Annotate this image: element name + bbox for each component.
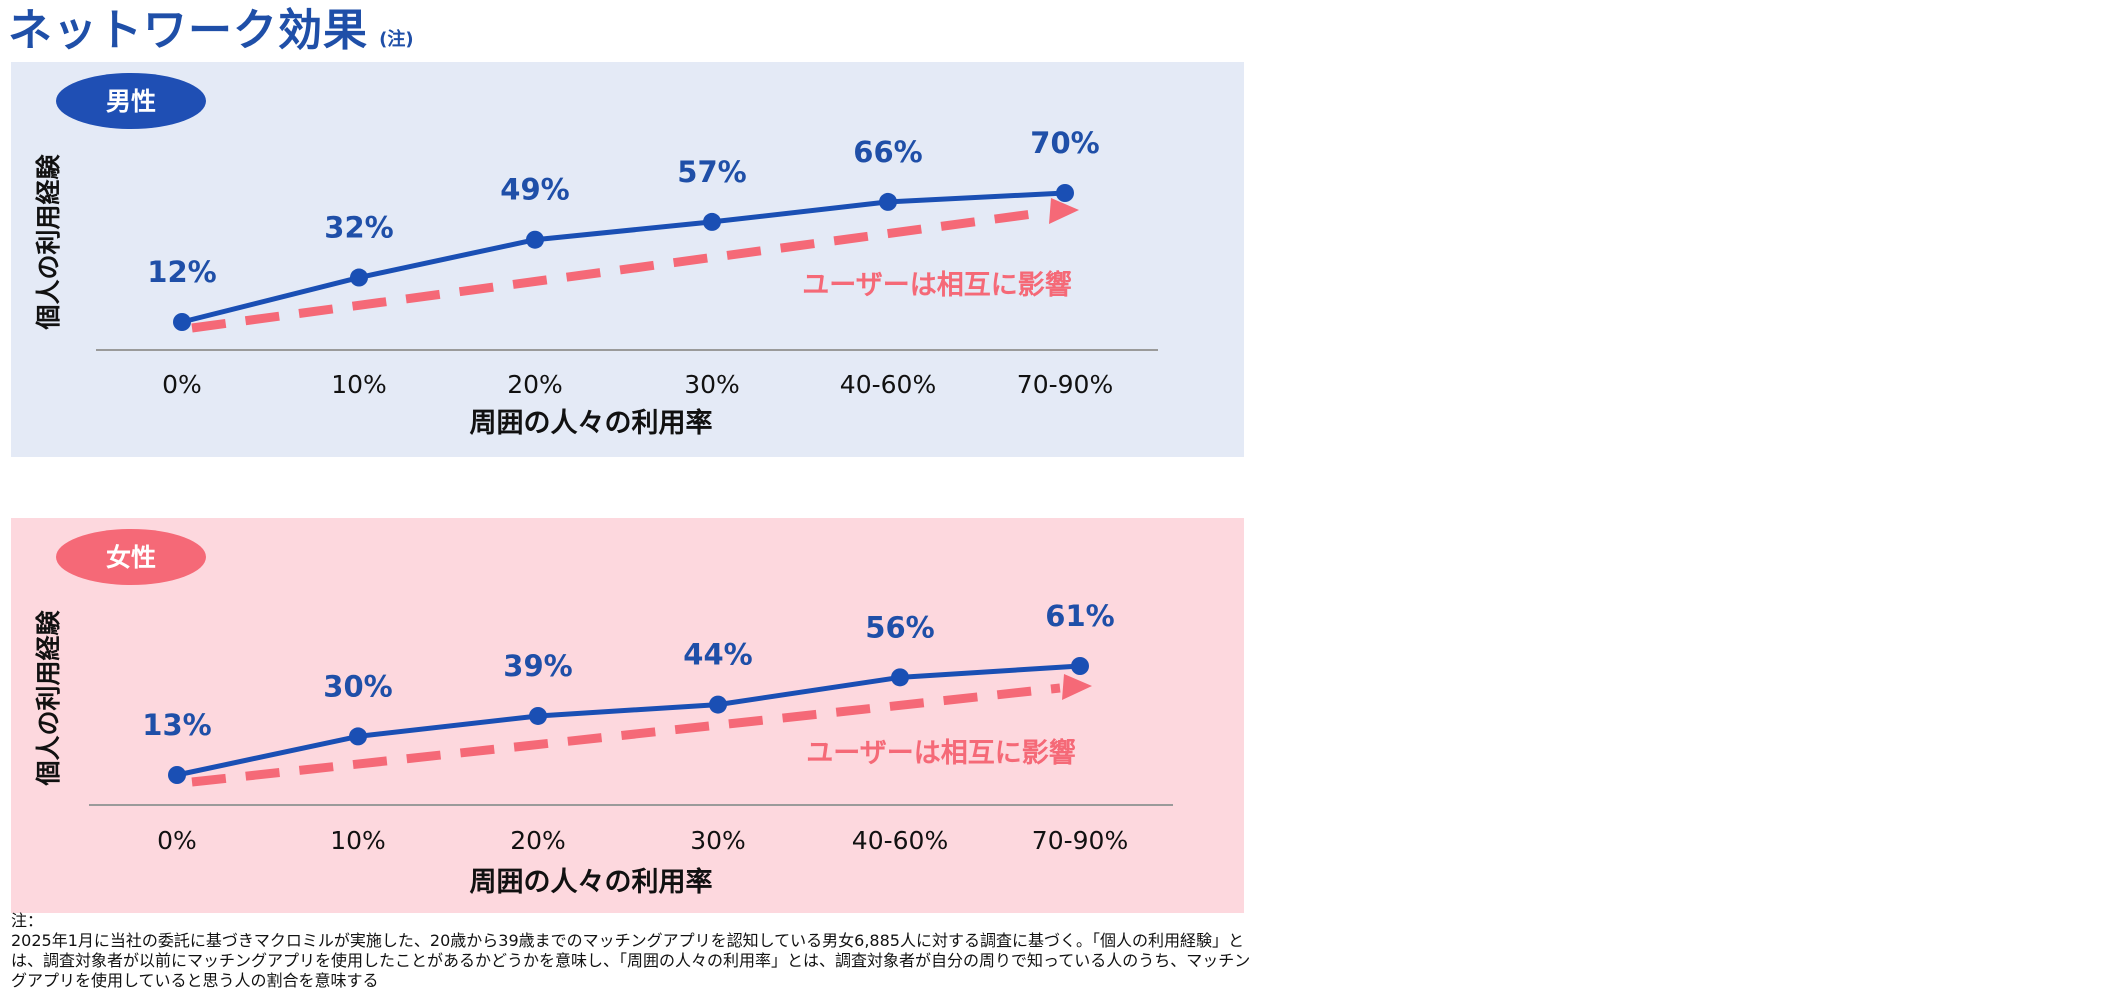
chart-male-point-2 (526, 230, 544, 249)
chart-female-annotation: ユーザーは相互に影響 (806, 737, 1075, 769)
page-title: ネットワーク効果 (8, 5, 368, 56)
chart-male-x-tick-2: 20% (507, 370, 563, 399)
chart-female-data-label-4: 56% (865, 610, 934, 644)
chart-male-data-label-3: 57% (677, 155, 746, 189)
title-note-marker: (注) (379, 29, 414, 50)
chart-male-y-axis-label: 個人の利用経験 (34, 154, 63, 331)
chart-male-background (11, 62, 1244, 457)
chart-male-data-label-4: 66% (853, 135, 922, 169)
male-line-chart: 男性個人の利用経験ユーザーは相互に影響 12% 0% 32% 10% 49% 20% 57% 3… (11, 62, 1244, 457)
chart-female-point-3 (709, 695, 727, 714)
female-line-chart: 女性個人の利用経験ユーザーは相互に影響 13% 0% 30% 10% 39% 20% 44% 3… (11, 518, 1244, 913)
chart-female-x-tick-4: 40-60% (852, 826, 948, 855)
chart-female-y-axis-label: 個人の利用経験 (34, 610, 63, 787)
footnote-text: 2025年1月に当社の委託に基づきマクロミルが実施した、20歳から39歳までのマ… (11, 931, 1251, 990)
chart-female-point-4 (891, 668, 909, 687)
chart-female-background (11, 518, 1244, 913)
chart-female-x-tick-1: 10% (330, 826, 386, 855)
chart-male-point-4 (879, 192, 897, 211)
chart-male-x-tick-4: 40-60% (840, 370, 936, 399)
chart-male-series-line (181, 190, 1066, 325)
chart-female-x-axis-label: 周囲の人々の利用率 (470, 866, 713, 898)
chart-male-x-tick-1: 10% (331, 370, 387, 399)
chart-male-x-tick-3: 30% (684, 370, 740, 399)
chart-female-x-tick-0: 0% (157, 826, 197, 855)
chart-female-data-label-3: 44% (683, 638, 752, 672)
chart-male-trend-arrow-shaft (191, 207, 1048, 333)
chart-female-point-2 (529, 706, 547, 725)
chart-female-data-label-5: 61% (1045, 599, 1114, 633)
chart-male-point-3 (703, 212, 721, 231)
chart-female-trend-arrow-head (1062, 674, 1092, 700)
page-title-group: ネットワーク効果 (注) (8, 0, 414, 58)
chart-male-point-1 (350, 268, 368, 287)
chart-female-point-0 (168, 766, 186, 784)
chart-female-point-5 (1071, 657, 1089, 675)
chart-male-point-0 (173, 313, 191, 331)
chart-female-data-label-0: 13% (142, 708, 211, 742)
chart-female-series-line (176, 663, 1081, 778)
female-chart-panel: 女性個人の利用経験ユーザーは相互に影響 13% 0% 30% 10% 39% 20% 44% 3… (11, 518, 1244, 913)
male-chart-panel: 男性個人の利用経験ユーザーは相互に影響 12% 0% 32% 10% 49% 20% 57% 3… (11, 62, 1244, 457)
chart-female-badge-label: 女性 (106, 543, 156, 572)
chart-female-point-1 (349, 727, 367, 746)
chart-female-x-tick-5: 70-90% (1032, 826, 1128, 855)
chart-male-x-tick-5: 70-90% (1017, 370, 1113, 399)
chart-male-data-label-2: 49% (500, 173, 569, 207)
chart-male-data-label-0: 12% (147, 255, 216, 289)
chart-male-annotation: ユーザーは相互に影響 (802, 269, 1071, 301)
chart-male-x-axis-label: 周囲の人々の利用率 (470, 407, 713, 439)
chart-male-point-5 (1056, 184, 1074, 202)
footnote-label: 注： (11, 911, 44, 930)
chart-male-trend-arrow-head (1049, 198, 1079, 224)
chart-male-x-tick-0: 0% (162, 370, 202, 399)
chart-female-data-label-2: 39% (503, 649, 572, 683)
footnote: 注： 2025年1月に当社の委託に基づきマクロミルが実施した、20歳から39歳ま… (11, 911, 1251, 991)
chart-male-data-label-1: 32% (324, 211, 393, 245)
chart-female-trend-arrow-shaft (191, 683, 1061, 787)
chart-female-x-tick-3: 30% (690, 826, 746, 855)
chart-female-x-tick-2: 20% (510, 826, 566, 855)
chart-male-badge-label: 男性 (106, 87, 156, 116)
chart-female-data-label-1: 30% (323, 669, 392, 703)
chart-male-data-label-5: 70% (1030, 126, 1099, 160)
chart-male-badge (56, 73, 206, 129)
chart-female-badge (56, 529, 206, 585)
